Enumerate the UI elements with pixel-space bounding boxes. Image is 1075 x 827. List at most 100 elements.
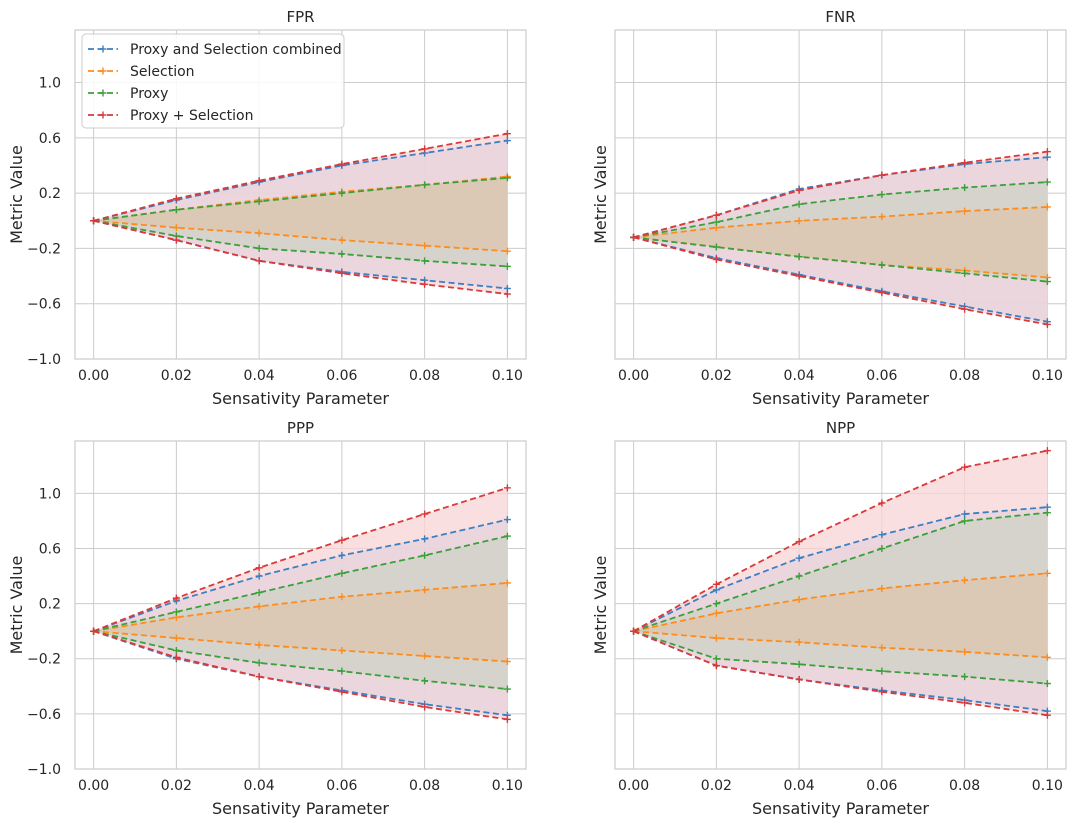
marker-proxy-lower xyxy=(503,685,511,693)
y-axis-label: Metric Value xyxy=(7,145,26,244)
marker-selection-upper xyxy=(878,584,886,592)
x-tick-label: 0.06 xyxy=(326,368,357,384)
marker-proxy-and-selection-combined-upper xyxy=(338,551,346,559)
marker-proxy-selection-upper xyxy=(503,130,511,138)
x-tick-label: 0.04 xyxy=(784,778,815,794)
marker-proxy-selection-lower xyxy=(172,236,180,244)
marker-proxy-selection-lower xyxy=(172,653,180,661)
y-tick-label: 1.0 xyxy=(39,486,61,502)
marker-proxy-selection-lower xyxy=(630,233,638,241)
series-line-selection-lower xyxy=(633,630,1048,659)
legend-entry-selection: Selection xyxy=(130,64,195,80)
series-line-proxy-and-selection-combined-upper xyxy=(633,506,1048,632)
marker-proxy-upper xyxy=(503,174,511,182)
marker-selection-lower xyxy=(503,658,511,666)
marker-proxy-lower xyxy=(255,659,263,667)
x-axis-label: Sensativity Parameter xyxy=(752,799,929,818)
marker-proxy-upper xyxy=(172,608,180,616)
legend-entry-proxy: Proxy xyxy=(130,86,168,102)
x-tick-label: 0.00 xyxy=(618,368,649,384)
marker-proxy-selection-upper xyxy=(961,463,969,471)
marker-proxy-selection-lower xyxy=(503,715,511,723)
marker-proxy-selection-lower xyxy=(1043,320,1051,328)
marker-proxy-selection-lower xyxy=(503,290,511,298)
marker-proxy-upper xyxy=(712,600,720,608)
series-line-selection-upper xyxy=(633,572,1048,633)
marker-proxy-selection-upper xyxy=(878,499,886,507)
legend: Proxy and Selection combined Selection Pro… xyxy=(81,33,345,129)
marker-proxy-lower xyxy=(421,257,429,265)
series-line-proxy-upper xyxy=(633,181,1048,239)
y-tick-label: −0.6 xyxy=(27,297,61,313)
x-tick-label: 0.10 xyxy=(492,778,523,794)
marker-selection-lower xyxy=(712,634,720,642)
axes-frame xyxy=(74,29,527,360)
x-tick-label: 0.00 xyxy=(618,778,649,794)
x-tick-label: 0.02 xyxy=(701,368,732,384)
series-line-proxy-selection-lower xyxy=(633,630,1048,717)
marker-proxy-selection-upper xyxy=(1043,148,1051,156)
marker-proxy-selection-lower xyxy=(255,257,263,265)
y-tick-label: −0.2 xyxy=(27,241,61,257)
marker-proxy-lower xyxy=(961,673,969,681)
y-tick-label: 1.0 xyxy=(39,76,61,92)
marker-proxy-upper xyxy=(503,532,511,540)
marker-proxy-and-selection-combined-upper xyxy=(878,531,886,539)
x-axis-label: Sensativity Parameter xyxy=(212,799,389,818)
marker-selection-lower xyxy=(338,236,346,244)
marker-selection-lower xyxy=(795,638,803,646)
x-tick-label: 0.02 xyxy=(161,368,192,384)
x-tick-label: 0.00 xyxy=(78,778,109,794)
y-tick-label: −1.0 xyxy=(27,762,61,778)
series-line-proxy-selection-upper xyxy=(93,486,508,633)
series-line-proxy-and-selection-combined-upper xyxy=(93,139,508,222)
y-tick-label: 0.6 xyxy=(39,131,61,147)
marker-proxy-upper xyxy=(421,551,429,559)
marker-proxy-selection-upper xyxy=(255,564,263,572)
band-selection xyxy=(633,573,1048,658)
series-line-proxy-lower xyxy=(633,630,1048,685)
marker-proxy-upper xyxy=(795,200,803,208)
series-line-selection-upper xyxy=(93,582,508,633)
marker-selection-upper xyxy=(1043,569,1051,577)
marker-proxy-selection-lower xyxy=(878,688,886,696)
marker-proxy-lower xyxy=(795,253,803,261)
x-axis-label: Sensativity Parameter xyxy=(752,389,929,408)
marker-proxy-selection-lower xyxy=(90,217,98,225)
marker-proxy-lower xyxy=(712,243,720,251)
axes-frame xyxy=(74,440,527,770)
series-line-proxy-upper xyxy=(93,535,508,633)
marker-proxy-selection-upper xyxy=(795,186,803,194)
marker-selection-upper xyxy=(421,586,429,594)
y-axis-label: Metric Value xyxy=(7,556,26,655)
marker-proxy-selection-upper xyxy=(338,536,346,544)
x-tick-label: 0.04 xyxy=(784,368,815,384)
marker-proxy-upper xyxy=(255,589,263,597)
series-line-proxy-upper xyxy=(93,177,508,222)
x-axis-label: Sensativity Parameter xyxy=(212,389,389,408)
panel-title: NPP xyxy=(826,419,855,437)
marker-proxy-selection-upper xyxy=(961,159,969,167)
marker-selection-lower xyxy=(255,641,263,649)
marker-proxy-lower xyxy=(961,269,969,277)
marker-proxy-lower xyxy=(172,646,180,654)
marker-selection-lower xyxy=(503,247,511,255)
series-line-proxy-selection-upper xyxy=(633,449,1048,632)
marker-selection-upper xyxy=(878,213,886,221)
marker-proxy-upper xyxy=(421,181,429,189)
marker-proxy-upper xyxy=(712,218,720,226)
series-line-proxy-selection-lower xyxy=(93,219,508,295)
marker-proxy-selection-upper xyxy=(795,538,803,546)
x-tick-label: 0.06 xyxy=(866,778,897,794)
marker-proxy-lower xyxy=(338,250,346,258)
marker-selection-lower xyxy=(172,634,180,642)
marker-proxy-selection-lower xyxy=(712,255,720,263)
marker-selection-lower xyxy=(421,242,429,250)
marker-proxy-selection-lower xyxy=(338,269,346,277)
marker-proxy-lower xyxy=(421,677,429,685)
marker-proxy-upper xyxy=(961,517,969,525)
series-line-selection-upper xyxy=(633,206,1048,239)
x-tick-label: 0.02 xyxy=(701,778,732,794)
marker-proxy-selection-lower xyxy=(630,627,638,635)
y-tick-label: 0.2 xyxy=(39,186,61,202)
